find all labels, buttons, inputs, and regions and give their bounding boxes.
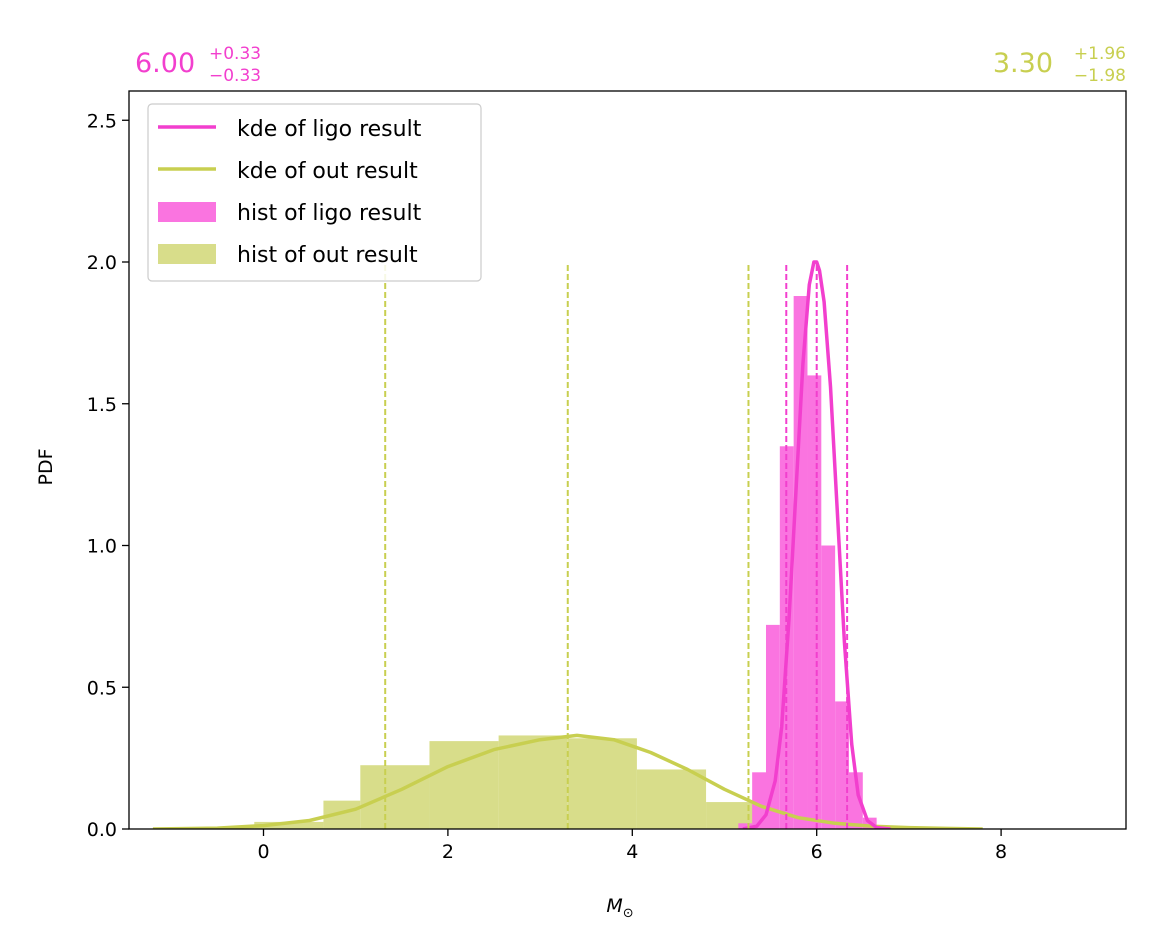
legend-swatch-hist-out xyxy=(158,244,216,264)
y-tick-label: 1.0 xyxy=(87,536,117,558)
kde-line-out xyxy=(152,733,983,829)
kde-line-ligo xyxy=(742,260,891,829)
out-summary-annotation: 3.30 +1.96 −1.98 xyxy=(993,44,1126,86)
x-tick-label: 0 xyxy=(257,841,269,863)
hist-bar-ligo xyxy=(752,772,766,829)
hist-bar-ligo xyxy=(765,624,780,829)
hist-bar-out xyxy=(567,738,637,829)
legend-swatch-hist-ligo xyxy=(158,202,216,222)
legend: kde of ligo result kde of out result his… xyxy=(147,103,482,282)
legend-label-hist-out: hist of out result xyxy=(237,243,418,268)
hist-bar-ligo xyxy=(807,375,822,829)
x-axis-label: M⊙ xyxy=(606,895,633,921)
out-median-value: 3.30 xyxy=(993,48,1053,79)
hist-bar-out xyxy=(636,769,707,829)
hist-bar-out xyxy=(254,821,324,829)
y-tick-label: 0.0 xyxy=(87,819,117,841)
legend-label-kde-ligo: kde of ligo result xyxy=(237,117,422,142)
hist-bar-ligo xyxy=(793,296,808,829)
x-tick-label: 2 xyxy=(442,841,454,863)
x-tick-label: 6 xyxy=(811,841,823,863)
plot-frame xyxy=(128,90,1127,830)
ligo-plus-error: +0.33 xyxy=(209,44,261,64)
legend-label-hist-ligo: hist of ligo result xyxy=(237,201,422,226)
y-tick-label: 1.5 xyxy=(87,394,117,416)
hist-bar-ligo xyxy=(835,701,849,829)
hist-bar-ligo xyxy=(848,772,863,829)
y-axis-label: PDF xyxy=(35,448,57,485)
ligo-summary-annotation: 6.00 +0.33 −0.33 xyxy=(135,44,261,86)
out-plus-error: +1.96 xyxy=(1074,44,1126,64)
ligo-minus-error: −0.33 xyxy=(209,66,261,86)
legend-box xyxy=(147,103,482,282)
hist-bar-out xyxy=(429,741,499,829)
hist-bar-out xyxy=(360,765,430,829)
y-tick-label: 2.0 xyxy=(87,252,117,274)
hist-bar-ligo xyxy=(821,545,836,829)
hist-bar-out xyxy=(498,735,568,829)
y-tick-label: 2.5 xyxy=(87,110,117,132)
out-minus-error: −1.98 xyxy=(1074,66,1126,86)
x-tick-label: 8 xyxy=(995,841,1007,863)
y-tick-label: 0.5 xyxy=(87,677,117,699)
x-tick-label: 4 xyxy=(626,841,638,863)
hist-bar-ligo xyxy=(738,823,753,829)
ligo-median-value: 6.00 xyxy=(135,48,195,79)
legend-label-kde-out: kde of out result xyxy=(237,159,418,184)
